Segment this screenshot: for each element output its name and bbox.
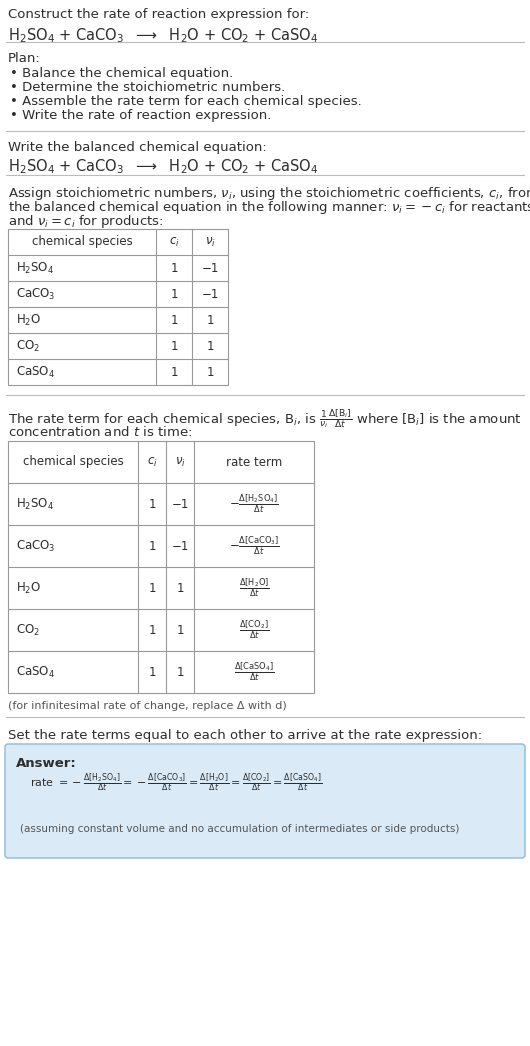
Text: CaSO$_4$: CaSO$_4$: [16, 364, 55, 380]
Text: −1: −1: [171, 540, 189, 552]
Text: (assuming constant volume and no accumulation of intermediates or side products): (assuming constant volume and no accumul…: [20, 824, 460, 834]
Text: −1: −1: [201, 288, 219, 300]
Text: Set the rate terms equal to each other to arrive at the rate expression:: Set the rate terms equal to each other t…: [8, 729, 482, 742]
Text: 1: 1: [148, 665, 156, 679]
Text: 1: 1: [176, 665, 184, 679]
Text: CaSO$_4$: CaSO$_4$: [16, 664, 55, 680]
Bar: [8, 229, 228, 385]
Text: Assign stoichiometric numbers, $\nu_i$, using the stoichiometric coefficients, $: Assign stoichiometric numbers, $\nu_i$, …: [8, 185, 530, 202]
Text: $\frac{\Delta[\mathrm{CaSO_4}]}{\Delta t}$: $\frac{\Delta[\mathrm{CaSO_4}]}{\Delta t…: [234, 661, 274, 683]
Text: 1: 1: [170, 365, 178, 379]
Text: 1: 1: [170, 288, 178, 300]
Text: $\frac{\Delta[\mathrm{H_2O}]}{\Delta t}$: $\frac{\Delta[\mathrm{H_2O}]}{\Delta t}$: [238, 576, 269, 599]
Text: the balanced chemical equation in the following manner: $\nu_i = -c_i$ for react: the balanced chemical equation in the fo…: [8, 199, 530, 217]
Text: 1: 1: [176, 623, 184, 637]
Text: $-\frac{\Delta[\mathrm{H_2SO_4}]}{\Delta t}$: $-\frac{\Delta[\mathrm{H_2SO_4}]}{\Delta…: [229, 493, 279, 516]
Text: Construct the rate of reaction expression for:: Construct the rate of reaction expressio…: [8, 8, 309, 21]
Text: 1: 1: [206, 340, 214, 353]
FancyBboxPatch shape: [5, 744, 525, 858]
Text: Write the balanced chemical equation:: Write the balanced chemical equation:: [8, 141, 267, 154]
Text: CO$_2$: CO$_2$: [16, 622, 40, 638]
Text: $\frac{\Delta[\mathrm{CO_2}]}{\Delta t}$: $\frac{\Delta[\mathrm{CO_2}]}{\Delta t}$: [239, 619, 269, 641]
Text: • Determine the stoichiometric numbers.: • Determine the stoichiometric numbers.: [10, 81, 285, 94]
Text: $c_i$: $c_i$: [169, 235, 179, 249]
Text: rate term: rate term: [226, 455, 282, 469]
Text: −1: −1: [171, 498, 189, 510]
Text: H$_2$O: H$_2$O: [16, 581, 41, 595]
Text: chemical species: chemical species: [23, 455, 123, 469]
Text: 1: 1: [206, 314, 214, 326]
Text: chemical species: chemical species: [32, 235, 132, 249]
Text: H$_2$SO$_4$: H$_2$SO$_4$: [16, 497, 54, 511]
Text: • Assemble the rate term for each chemical species.: • Assemble the rate term for each chemic…: [10, 95, 362, 108]
Text: $\nu_i$: $\nu_i$: [205, 235, 215, 249]
Text: 1: 1: [148, 498, 156, 510]
Text: 1: 1: [170, 262, 178, 274]
Text: $-\frac{\Delta[\mathrm{CaCO_3}]}{\Delta t}$: $-\frac{\Delta[\mathrm{CaCO_3}]}{\Delta …: [228, 535, 279, 558]
Text: • Balance the chemical equation.: • Balance the chemical equation.: [10, 67, 233, 79]
Text: H$_2$SO$_4$ + CaCO$_3$  $\longrightarrow$  H$_2$O + CO$_2$ + CaSO$_4$: H$_2$SO$_4$ + CaCO$_3$ $\longrightarrow$…: [8, 26, 319, 45]
Text: 1: 1: [148, 540, 156, 552]
Bar: [8, 441, 314, 693]
Text: • Write the rate of reaction expression.: • Write the rate of reaction expression.: [10, 109, 271, 122]
Text: $\nu_i$: $\nu_i$: [174, 455, 186, 469]
Text: 1: 1: [148, 623, 156, 637]
Text: H$_2$SO$_4$: H$_2$SO$_4$: [16, 260, 54, 275]
Text: CaCO$_3$: CaCO$_3$: [16, 539, 56, 553]
Text: $c_i$: $c_i$: [147, 455, 157, 469]
Text: CaCO$_3$: CaCO$_3$: [16, 287, 56, 301]
Text: Plan:: Plan:: [8, 52, 41, 65]
Text: CO$_2$: CO$_2$: [16, 339, 40, 354]
Text: (for infinitesimal rate of change, replace Δ with d): (for infinitesimal rate of change, repla…: [8, 701, 287, 711]
Text: H$_2$O: H$_2$O: [16, 313, 41, 327]
Text: 1: 1: [148, 582, 156, 594]
Text: H$_2$SO$_4$ + CaCO$_3$  $\longrightarrow$  H$_2$O + CO$_2$ + CaSO$_4$: H$_2$SO$_4$ + CaCO$_3$ $\longrightarrow$…: [8, 157, 319, 176]
Text: 1: 1: [176, 582, 184, 594]
Text: rate $= -\frac{\Delta[\mathrm{H_2SO_4}]}{\Delta t} = -\frac{\Delta[\mathrm{CaCO_: rate $= -\frac{\Delta[\mathrm{H_2SO_4}]}…: [30, 772, 322, 794]
Text: concentration and $t$ is time:: concentration and $t$ is time:: [8, 425, 192, 439]
Text: and $\nu_i = c_i$ for products:: and $\nu_i = c_i$ for products:: [8, 213, 164, 230]
Text: 1: 1: [170, 314, 178, 326]
Text: 1: 1: [206, 365, 214, 379]
Text: −1: −1: [201, 262, 219, 274]
Text: Answer:: Answer:: [16, 757, 77, 770]
Text: The rate term for each chemical species, B$_i$, is $\frac{1}{\nu_i}\frac{\Delta[: The rate term for each chemical species,…: [8, 407, 522, 430]
Text: 1: 1: [170, 340, 178, 353]
